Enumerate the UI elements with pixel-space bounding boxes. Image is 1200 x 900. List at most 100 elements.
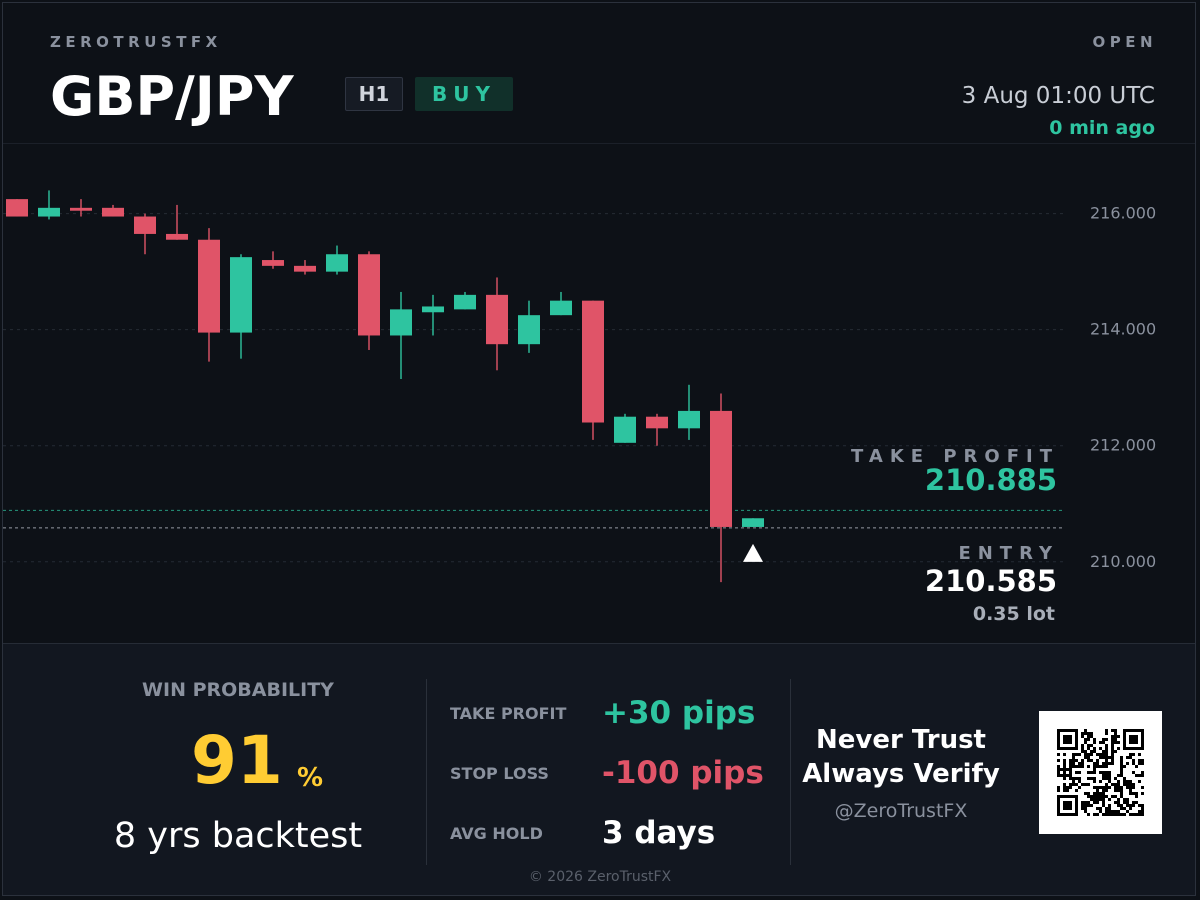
- qr-module: [1102, 792, 1105, 795]
- qr-module: [1126, 810, 1129, 813]
- qr-module: [1060, 747, 1063, 750]
- qr-module: [1078, 780, 1081, 783]
- qr-module: [1123, 735, 1126, 738]
- candle-body: [582, 300, 604, 423]
- qr-module: [1135, 765, 1138, 768]
- entry-price: 210.585: [924, 564, 1057, 598]
- qr-module: [1057, 771, 1060, 774]
- candle-body: [390, 309, 412, 336]
- qr-module: [1072, 759, 1075, 762]
- entry-marker-icon: [743, 543, 763, 562]
- qr-module: [1120, 804, 1123, 807]
- qr-module: [1090, 804, 1093, 807]
- qr-module: [1108, 810, 1111, 813]
- qr-module: [1069, 747, 1072, 750]
- qr-module: [1063, 753, 1066, 756]
- qr-module: [1129, 792, 1132, 795]
- qr-module: [1075, 741, 1078, 744]
- qr-module: [1141, 807, 1144, 810]
- qr-module: [1114, 783, 1117, 786]
- qr-module: [1087, 756, 1090, 759]
- qr-module: [1126, 804, 1129, 807]
- qr-module: [1108, 807, 1111, 810]
- qr-module: [1057, 729, 1060, 732]
- take-profit-caption: TAKE PROFIT: [851, 446, 1059, 467]
- qr-module: [1063, 801, 1066, 804]
- qr-module: [1093, 786, 1096, 789]
- qr-module: [1057, 765, 1060, 768]
- qr-module: [1123, 738, 1126, 741]
- qr-module: [1063, 768, 1066, 771]
- qr-module: [1057, 774, 1060, 777]
- qr-module: [1090, 735, 1093, 738]
- candle-body: [550, 300, 572, 316]
- signal-age: 0 min ago: [1049, 117, 1155, 139]
- qr-module: [1111, 813, 1114, 816]
- qr-module: [1141, 762, 1144, 765]
- qr-module: [1117, 783, 1120, 786]
- qr-module: [1129, 735, 1132, 738]
- qr-module: [1072, 813, 1075, 816]
- qr-module: [1069, 762, 1072, 765]
- qr-module: [1090, 771, 1093, 774]
- qr-module: [1090, 759, 1093, 762]
- qr-module: [1123, 765, 1126, 768]
- qr-module: [1123, 741, 1126, 744]
- qr-module: [1081, 735, 1084, 738]
- qr-module: [1117, 786, 1120, 789]
- qr-module: [1069, 738, 1072, 741]
- qr-module: [1093, 738, 1096, 741]
- qr-module: [1087, 795, 1090, 798]
- qr-module: [1066, 795, 1069, 798]
- qr-module: [1063, 774, 1066, 777]
- qr-module: [1075, 801, 1078, 804]
- qr-module: [1141, 741, 1144, 744]
- qr-module: [1123, 747, 1126, 750]
- qr-module: [1066, 801, 1069, 804]
- trade-status: OPEN: [1092, 33, 1157, 51]
- qr-module: [1075, 735, 1078, 738]
- qr-module: [1057, 786, 1060, 789]
- qr-module: [1111, 735, 1114, 738]
- qr-module: [1126, 780, 1129, 783]
- qr-module: [1117, 813, 1120, 816]
- qr-module: [1132, 747, 1135, 750]
- qr-module: [1057, 789, 1060, 792]
- qr-module: [1102, 765, 1105, 768]
- qr-module: [1057, 807, 1060, 810]
- qr-module: [1117, 798, 1120, 801]
- qr-module: [1102, 798, 1105, 801]
- qr-module: [1093, 765, 1096, 768]
- qr-module: [1066, 774, 1069, 777]
- qr-module: [1141, 810, 1144, 813]
- qr-module: [1120, 795, 1123, 798]
- qr-code[interactable]: [1039, 711, 1162, 834]
- qr-module: [1066, 807, 1069, 810]
- qr-module: [1111, 744, 1114, 747]
- qr-module: [1141, 729, 1144, 732]
- qr-module: [1069, 786, 1072, 789]
- qr-module: [1123, 783, 1126, 786]
- qr-module: [1093, 780, 1096, 783]
- qr-module: [1096, 786, 1099, 789]
- qr-module: [1069, 813, 1072, 816]
- qr-module: [1108, 774, 1111, 777]
- qr-module: [1075, 795, 1078, 798]
- qr-module: [1099, 753, 1102, 756]
- qr-module: [1114, 777, 1117, 780]
- qr-module: [1069, 771, 1072, 774]
- qr-module: [1102, 753, 1105, 756]
- qr-module: [1114, 741, 1117, 744]
- candle-body: [326, 254, 348, 272]
- candle-body: [678, 410, 700, 429]
- qr-module: [1114, 810, 1117, 813]
- qr-module: [1141, 747, 1144, 750]
- qr-module: [1087, 771, 1090, 774]
- qr-module: [1081, 750, 1084, 753]
- qr-module: [1087, 765, 1090, 768]
- qr-module: [1096, 762, 1099, 765]
- qr-module: [1105, 762, 1108, 765]
- qr-module: [1129, 780, 1132, 783]
- qr-module: [1087, 783, 1090, 786]
